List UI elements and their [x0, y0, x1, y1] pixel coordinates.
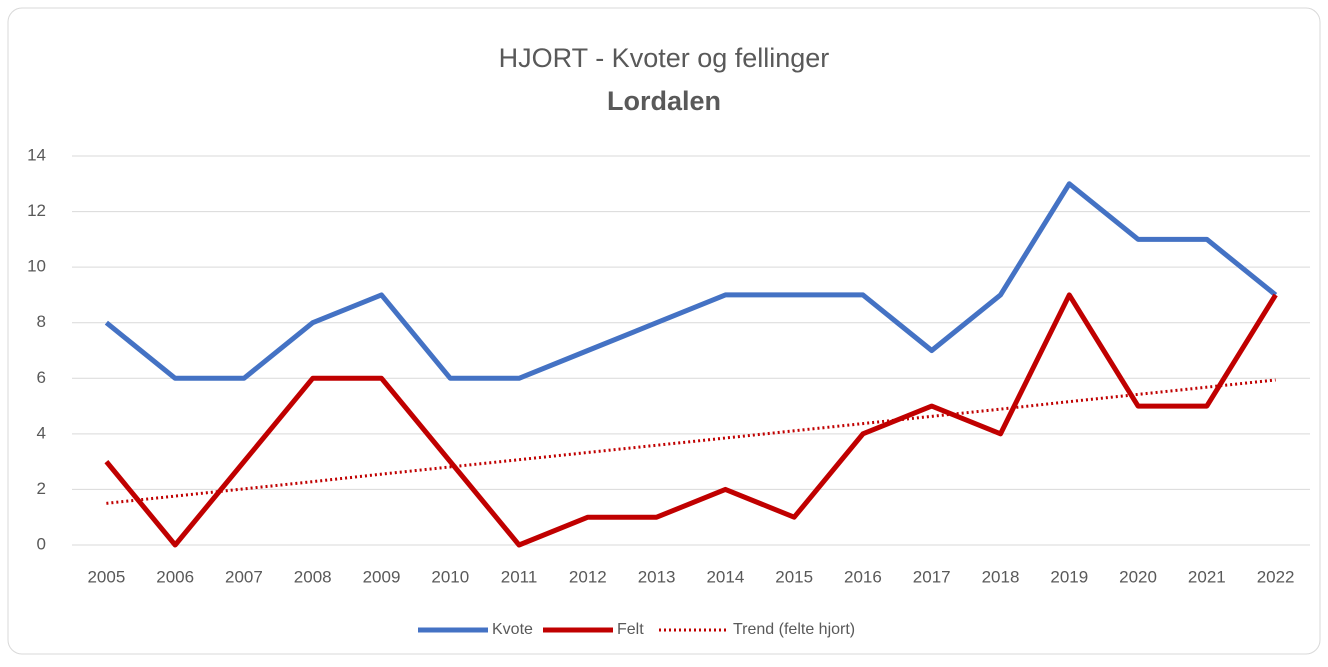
y-tick-label: 8 [37, 312, 46, 331]
chart-subtitle: Lordalen [607, 86, 721, 116]
legend-label: Felt [617, 621, 644, 638]
x-tick-label: 2007 [225, 567, 263, 586]
y-tick-label: 12 [27, 201, 46, 220]
x-tick-label: 2011 [501, 567, 538, 586]
chart-frame [7, 7, 1321, 655]
y-tick-label: 4 [37, 423, 46, 442]
legend-label: Kvote [492, 621, 533, 638]
x-tick-label: 2006 [156, 567, 194, 586]
x-tick-label: 2014 [706, 567, 744, 586]
x-tick-label: 2008 [294, 567, 332, 586]
x-tick-label: 2009 [363, 567, 401, 586]
series-line [104, 292, 1278, 548]
y-tick-label: 6 [37, 368, 46, 387]
x-tick-label: 2005 [87, 567, 125, 586]
series-line [104, 181, 1278, 381]
y-tick-label: 0 [37, 534, 46, 553]
y-tick-label: 2 [37, 479, 46, 498]
x-tick-label: 2021 [1188, 567, 1226, 586]
x-tick-label: 2012 [569, 567, 607, 586]
x-tick-label: 2020 [1119, 567, 1157, 586]
x-tick-label: 2013 [638, 567, 676, 586]
x-tick-label: 2016 [844, 567, 882, 586]
x-tick-label: 2015 [775, 567, 813, 586]
chart-title: HJORT - Kvoter og fellinger [499, 43, 830, 73]
x-tick-label: 2022 [1257, 567, 1295, 586]
x-tick-label: 2019 [1050, 567, 1088, 586]
y-tick-label: 14 [27, 145, 46, 164]
legend-label: Trend (felte hjort) [733, 621, 855, 638]
y-tick-label: 10 [27, 257, 46, 276]
x-tick-label: 2010 [431, 567, 469, 586]
series-line [106, 378, 1276, 505]
x-tick-label: 2017 [913, 567, 951, 586]
x-tick-label: 2018 [982, 567, 1020, 586]
